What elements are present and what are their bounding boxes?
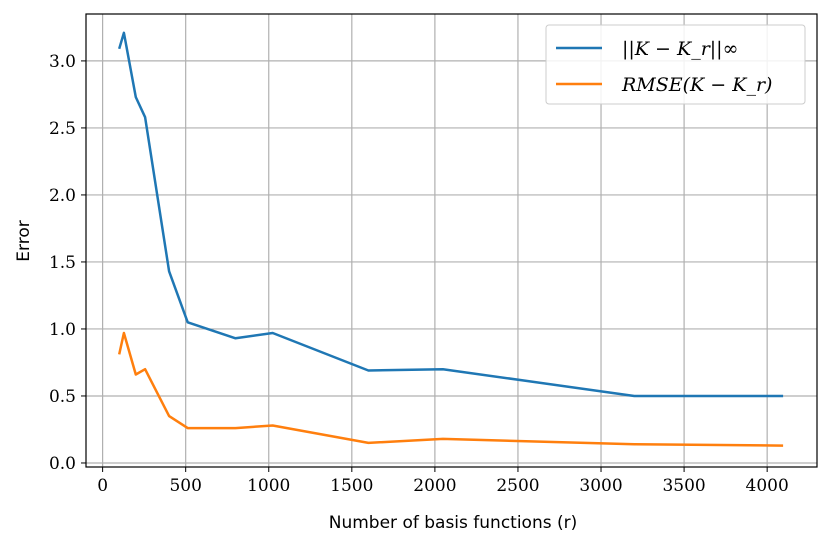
x-tick-label: 3000 xyxy=(579,476,622,496)
x-axis-label: Number of basis functions (r) xyxy=(329,513,578,533)
x-tick-label: 1500 xyxy=(330,476,373,496)
legend-label-rmse: RMSE(K − K_r) xyxy=(621,74,772,96)
y-tick-label: 2.5 xyxy=(49,119,76,139)
legend-label-inf-norm: ||K − K_r||∞ xyxy=(622,38,738,60)
x-tick-label: 4000 xyxy=(746,476,789,496)
y-tick-label: 0.0 xyxy=(49,454,76,474)
y-tick-label: 1.0 xyxy=(49,320,76,340)
series-line-rmse xyxy=(117,331,784,447)
plot-frame xyxy=(85,13,818,468)
x-tick-label: 2500 xyxy=(496,476,539,496)
x-tick-label: 1000 xyxy=(247,476,290,496)
y-tick-label: 0.5 xyxy=(49,387,76,407)
x-tick-label: 2000 xyxy=(413,476,456,496)
x-tick-label: 3500 xyxy=(662,476,705,496)
y-tick-label: 3.0 xyxy=(49,52,76,72)
x-tick-label: 0 xyxy=(97,476,108,496)
legend-box xyxy=(545,24,806,105)
y-axis-label: Error xyxy=(14,220,34,261)
y-tick-label: 1.5 xyxy=(49,253,76,273)
ticks-layer: 0 500 1000 1500 2000 2500 3000 3500 4000 0.0 0.5 1.… xyxy=(49,52,789,496)
x-tick-label: 500 xyxy=(169,476,201,496)
series-line-inf-norm xyxy=(118,31,784,398)
legend: ||K − K_r||∞ RMSE(K − K_r) xyxy=(545,24,806,105)
y-tick-label: 2.0 xyxy=(49,186,76,206)
series-layer xyxy=(117,31,784,447)
